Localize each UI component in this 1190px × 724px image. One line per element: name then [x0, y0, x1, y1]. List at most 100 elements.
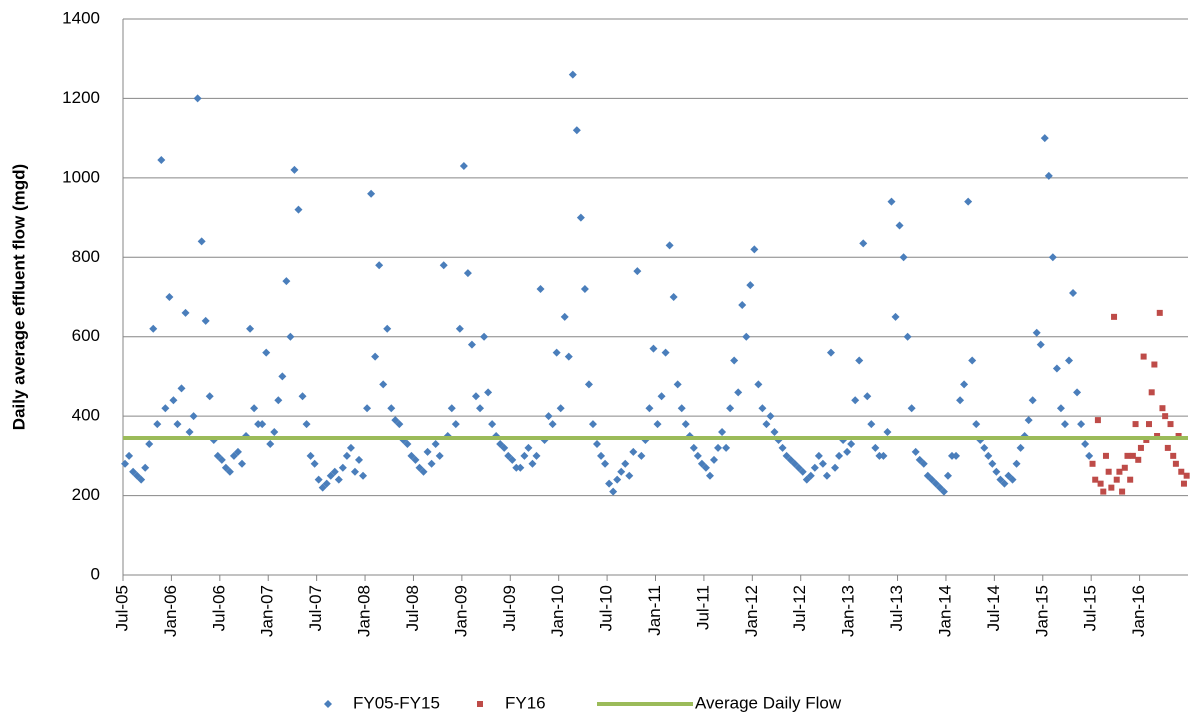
point	[471, 392, 480, 401]
legend-label: FY05-FY15	[353, 693, 440, 712]
point	[1081, 439, 1090, 448]
point	[1016, 443, 1025, 452]
point	[367, 189, 376, 198]
point	[157, 155, 166, 164]
point	[1056, 404, 1065, 413]
point	[496, 439, 505, 448]
point	[657, 392, 666, 401]
point	[403, 439, 412, 448]
point	[742, 332, 751, 341]
point	[879, 451, 888, 460]
x-tick-label: Jul-07	[306, 585, 325, 631]
point	[677, 404, 686, 413]
point	[726, 404, 735, 413]
point	[580, 285, 589, 294]
point	[1008, 475, 1017, 484]
point	[1108, 484, 1115, 491]
point	[379, 380, 388, 389]
point	[488, 420, 497, 429]
point	[1032, 328, 1041, 337]
point	[1162, 413, 1169, 420]
point	[568, 70, 577, 79]
point	[818, 459, 827, 468]
x-tick-label: Jul-09	[500, 585, 519, 631]
point	[459, 161, 468, 170]
point	[1156, 309, 1163, 316]
point	[282, 277, 291, 286]
point	[516, 463, 525, 472]
point	[1124, 452, 1131, 459]
point	[233, 447, 242, 456]
point	[121, 459, 130, 468]
point	[927, 475, 936, 484]
point	[141, 463, 150, 472]
point	[201, 316, 210, 325]
point	[266, 439, 275, 448]
legend-marker	[477, 701, 483, 707]
point	[254, 420, 263, 429]
point	[943, 471, 952, 480]
point	[653, 420, 662, 429]
point	[455, 324, 464, 333]
point	[484, 388, 493, 397]
point	[887, 197, 896, 206]
point	[754, 380, 763, 389]
y-tick-label: 1200	[62, 88, 100, 107]
x-tick-label: Jan-10	[548, 585, 567, 637]
point	[391, 416, 400, 425]
point	[588, 420, 597, 429]
point	[770, 428, 779, 437]
point	[895, 221, 904, 230]
point	[730, 356, 739, 365]
point	[1073, 388, 1082, 397]
point	[980, 443, 989, 452]
point	[597, 451, 606, 460]
point	[907, 404, 916, 413]
point	[899, 253, 908, 262]
point	[419, 467, 428, 476]
point	[1004, 471, 1013, 480]
point	[637, 451, 646, 460]
point	[1129, 452, 1136, 459]
point	[1036, 340, 1045, 349]
y-tick-label: 800	[72, 247, 100, 266]
x-tick-label: Jul-14	[984, 585, 1003, 631]
point	[229, 451, 238, 460]
point	[806, 471, 815, 480]
point	[814, 451, 823, 460]
point	[859, 239, 868, 248]
point	[964, 197, 973, 206]
point	[177, 384, 186, 393]
point	[1052, 364, 1061, 373]
point	[1135, 456, 1142, 463]
y-tick-label: 1400	[62, 8, 100, 27]
point	[948, 451, 957, 460]
point	[1178, 468, 1185, 475]
point	[407, 451, 416, 460]
y-tick-label: 600	[72, 326, 100, 345]
point	[952, 451, 961, 460]
point	[310, 459, 319, 468]
x-tick-label: Jul-10	[597, 585, 616, 631]
point	[1064, 356, 1073, 365]
point	[1140, 353, 1147, 360]
point	[270, 428, 279, 437]
point	[782, 451, 791, 460]
x-tick-label: Jan-12	[742, 585, 761, 637]
point	[302, 420, 311, 429]
point	[1172, 460, 1179, 467]
point	[738, 300, 747, 309]
point	[689, 443, 698, 452]
point	[536, 285, 545, 294]
point	[544, 412, 553, 421]
point	[988, 459, 997, 468]
point	[528, 459, 537, 468]
point	[681, 420, 690, 429]
point	[375, 261, 384, 270]
point	[435, 451, 444, 460]
point	[1000, 479, 1009, 488]
point	[972, 420, 981, 429]
point	[831, 463, 840, 472]
point	[330, 467, 339, 476]
